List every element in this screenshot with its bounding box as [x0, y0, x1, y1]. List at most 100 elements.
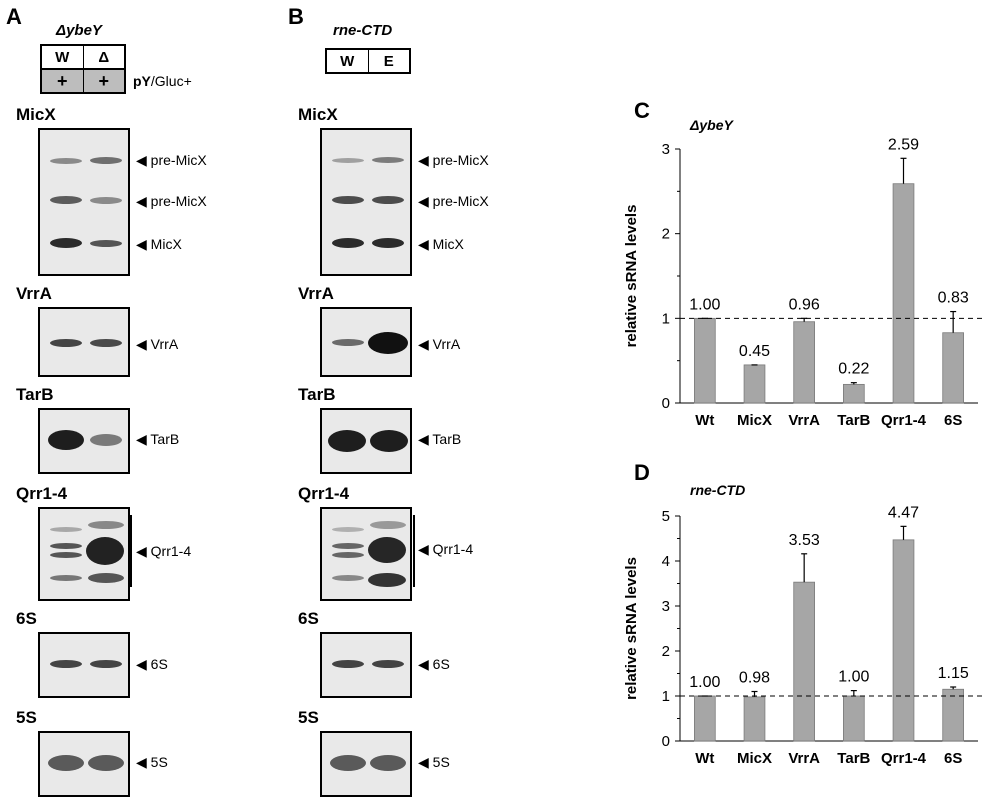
- arrow-icon: ◀: [136, 543, 147, 559]
- data-label: 0.83: [938, 290, 969, 307]
- blot-6s-b: [320, 632, 412, 698]
- band-label-micx-a: ◀ MicX: [136, 236, 182, 252]
- band: [88, 755, 124, 771]
- genotype-lane-2: E: [367, 50, 410, 72]
- chart-d: rne-CTD relative sRNA levels 0 1 2 3 4 5 1.00 Wt 0…: [623, 482, 986, 767]
- blot-title-tarb-b: TarB: [298, 385, 336, 404]
- band-label-text: TarB: [150, 431, 180, 447]
- blot-title-qrr-b: Qrr1-4: [298, 484, 350, 503]
- band: [90, 157, 122, 164]
- data-label: 1.00: [689, 674, 720, 691]
- blot-title-vrra-b: VrrA: [298, 284, 334, 303]
- blot-micx-b: [320, 128, 412, 276]
- y-tick-label: 0: [662, 733, 670, 750]
- strain-title-a: ΔybeY: [56, 22, 102, 39]
- blot-title-micx-b: MicX: [298, 105, 338, 124]
- arrow-icon: ◀: [418, 754, 429, 770]
- x-tick-label: VrrA: [788, 750, 820, 767]
- band-label-text: MicX: [150, 236, 182, 252]
- x-tick-label: 6S: [944, 412, 962, 429]
- band: [88, 521, 124, 529]
- y-tick-label: 3: [662, 141, 670, 158]
- band: [332, 575, 364, 581]
- x-tick-label: TarB: [837, 750, 870, 767]
- bar: [843, 695, 865, 742]
- data-label: 0.96: [789, 296, 820, 313]
- blot-vrra-b: [320, 307, 412, 377]
- band-label-6s-b: ◀ 6S: [418, 656, 450, 672]
- data-label: 1.15: [938, 665, 969, 682]
- panel-letter-d: D: [634, 460, 650, 485]
- band-label-text: pre-MicX: [150, 152, 207, 168]
- band: [90, 339, 122, 347]
- band-label-vrra-a: ◀ VrrA: [136, 336, 178, 352]
- band: [50, 575, 82, 581]
- data-label: 3.53: [789, 532, 820, 549]
- band: [50, 196, 82, 204]
- genotype-lane-1: W: [55, 48, 70, 66]
- band: [332, 660, 364, 668]
- bar: [743, 364, 766, 404]
- y-tick-label: 1: [662, 688, 670, 705]
- band-label-vrra-b: ◀ VrrA: [418, 336, 460, 352]
- y-axis-label: relative sRNA levels: [623, 557, 640, 700]
- condition-label-bold: pY: [133, 73, 151, 89]
- genotype-lane-1: W: [340, 52, 355, 70]
- band-label-qrr-a: ◀ Qrr1-4: [136, 543, 191, 559]
- condition-lane-1: +: [56, 70, 68, 91]
- band: [50, 158, 82, 164]
- band: [50, 543, 82, 549]
- band-label-pre-micx-2-b: ◀ pre-MicX: [418, 193, 489, 209]
- blot-title-qrr-a: Qrr1-4: [16, 484, 68, 503]
- data-label: 0.22: [838, 361, 869, 378]
- band: [90, 240, 122, 247]
- band: [332, 552, 364, 558]
- bar: [793, 321, 815, 404]
- arrow-icon: ◀: [136, 152, 147, 168]
- band: [50, 238, 82, 248]
- blot-6s-a: [38, 632, 130, 698]
- chart-c: ΔybeY relative sRNA levels 0 1 2 3 1.00 Wt 0.45 M…: [623, 117, 986, 429]
- band: [372, 238, 404, 248]
- arrow-icon: ◀: [136, 656, 147, 672]
- data-label: 1.00: [689, 296, 720, 313]
- genotype-box-b: W E: [325, 48, 411, 74]
- arrow-icon: ◀: [418, 541, 429, 557]
- band-label-text: 6S: [150, 656, 168, 672]
- bar: [892, 539, 915, 742]
- blot-qrr-b: [320, 507, 412, 601]
- band: [90, 434, 122, 446]
- blot-tarb-b: [320, 408, 412, 474]
- x-tick-label: 6S: [944, 750, 962, 767]
- bar: [942, 332, 964, 404]
- band-label-text: pre-MicX: [150, 193, 207, 209]
- band: [332, 527, 364, 532]
- blot-micx-a: [38, 128, 130, 276]
- bar: [892, 183, 915, 404]
- arrow-icon: ◀: [136, 431, 147, 447]
- band: [328, 430, 366, 452]
- genotype-box-a: W Δ: [40, 44, 126, 70]
- band-label-text: 6S: [432, 656, 450, 672]
- blot-title-vrra-a: VrrA: [16, 284, 52, 303]
- data-label: 0.45: [739, 343, 770, 360]
- x-tick-label: Wt: [695, 412, 714, 429]
- band: [332, 238, 364, 248]
- arrow-icon: ◀: [418, 431, 429, 447]
- blot-title-5s-a: 5S: [16, 708, 37, 727]
- blot-5s-b: [320, 731, 412, 797]
- band: [332, 196, 364, 204]
- x-tick-label: MicX: [737, 412, 772, 429]
- bar: [942, 688, 964, 742]
- panel-letter-b: B: [288, 4, 304, 29]
- bracket-qrr-b: [413, 515, 415, 587]
- band: [372, 157, 404, 163]
- x-tick-label: Wt: [695, 750, 714, 767]
- arrow-icon: ◀: [418, 152, 429, 168]
- condition-box-a: + +: [40, 70, 126, 94]
- blot-title-5s-b: 5S: [298, 708, 319, 727]
- band-label-text: 5S: [150, 754, 168, 770]
- arrow-icon: ◀: [418, 336, 429, 352]
- band: [330, 755, 366, 771]
- band-label-5s-a: ◀ 5S: [136, 754, 168, 770]
